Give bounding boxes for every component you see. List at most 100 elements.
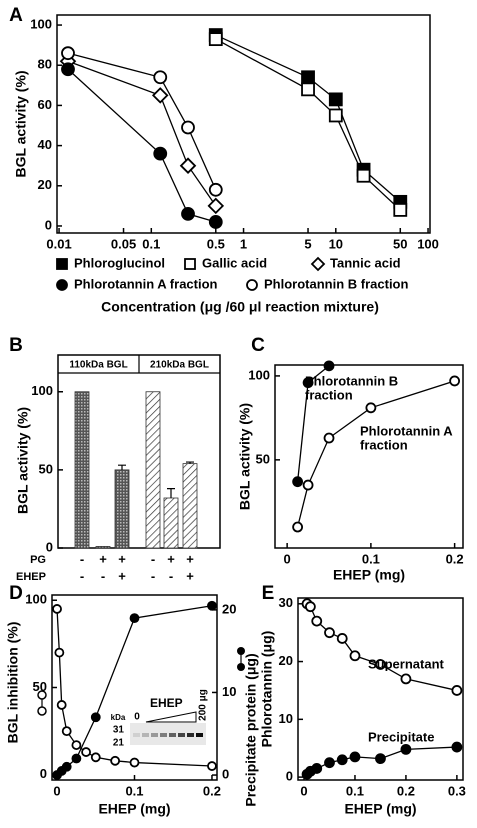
row-sign: - <box>151 568 155 583</box>
axis-label: BGL activity (%) <box>15 407 31 514</box>
data-point <box>153 146 168 161</box>
group-header: 110kDa BGL <box>69 360 127 371</box>
y-tick-label: 0 <box>286 769 293 784</box>
axis-label: Concentration (μg /60 μl reaction mixtur… <box>101 299 379 315</box>
data-point <box>328 108 343 123</box>
series-line <box>67 68 216 223</box>
row-sign: + <box>186 551 194 566</box>
axis-label: BGL activity (%) <box>237 403 253 510</box>
series-line <box>296 380 455 528</box>
data-point <box>349 751 361 763</box>
x-tick-label: 100 <box>417 236 439 251</box>
data-point <box>129 613 140 624</box>
y-tick-label: 50 <box>33 679 47 694</box>
data-point <box>61 46 75 61</box>
y-tick-label: 0 <box>45 217 52 232</box>
inset-band <box>196 733 203 737</box>
data-point <box>208 32 223 47</box>
y-tick-label: 100 <box>30 16 52 31</box>
legend-label: Tannic acid <box>330 255 401 270</box>
x-tick-label: 0.5 <box>207 236 225 251</box>
data-point <box>81 747 91 757</box>
row-sign: - <box>101 568 105 583</box>
data-point <box>324 757 335 769</box>
panel-letter: D <box>9 583 23 604</box>
panel-letter: E <box>262 583 275 604</box>
data-point <box>349 650 361 662</box>
inset-unit: kDa <box>111 713 126 722</box>
data-point <box>181 120 195 135</box>
legend-marker <box>246 279 258 291</box>
inset-gel <box>130 723 206 745</box>
data-point <box>302 479 314 491</box>
inset-wedge <box>145 711 197 723</box>
bar <box>163 497 179 549</box>
inset-title: EHEP <box>150 696 183 710</box>
x-tick-label: 0.2 <box>397 783 415 798</box>
inset-band <box>160 733 167 737</box>
y-tick-label: 100 <box>31 383 53 398</box>
x-tick-label: 0.2 <box>203 783 221 798</box>
data-point <box>311 615 323 627</box>
data-point <box>375 659 386 670</box>
x-tick-label: 0.1 <box>142 236 160 251</box>
panel-letter: B <box>9 335 23 356</box>
y-tick-label: 20 <box>279 653 293 668</box>
data-point <box>323 432 335 444</box>
error-bar <box>118 464 126 470</box>
row-sign: - <box>169 568 173 583</box>
data-point <box>393 202 408 217</box>
data-point <box>61 62 75 77</box>
data-point <box>207 600 217 611</box>
inset-band <box>151 733 158 737</box>
data-point <box>304 601 316 613</box>
axis-label: EHEP (mg) <box>344 801 416 817</box>
legend-label: Gallic acid <box>202 255 267 270</box>
x-tick-label: 0 <box>284 551 291 566</box>
data-point <box>207 197 225 215</box>
bar <box>182 463 198 549</box>
bar <box>95 546 111 549</box>
data-point <box>208 182 223 197</box>
data-point <box>181 207 195 221</box>
error-bar <box>186 461 194 464</box>
inset-zero: 0 <box>134 712 140 723</box>
legend-label: Phlorotannin B fraction <box>264 276 409 291</box>
data-point <box>451 741 463 753</box>
legend-marker <box>56 279 68 291</box>
row-sign: + <box>118 551 126 566</box>
y-tick-label: 80 <box>38 57 52 72</box>
data-point <box>153 70 168 85</box>
y-tick-label: 30 <box>279 595 293 610</box>
series-line <box>215 34 401 203</box>
data-point <box>90 712 101 723</box>
x-tick-label: 0.3 <box>448 783 466 798</box>
bar <box>114 469 130 549</box>
inset-band <box>178 733 185 737</box>
annotation: fraction <box>360 437 408 452</box>
y-tick-label: 20 <box>38 177 52 192</box>
data-point <box>71 740 82 750</box>
row-sign: + <box>99 551 107 566</box>
error-bar <box>167 488 175 498</box>
y-tick-label: 50 <box>39 461 53 476</box>
data-point <box>151 87 169 104</box>
legend-label: Phlorotannin A fraction <box>74 276 218 291</box>
x-tick-label: 0.2 <box>446 551 464 566</box>
plot-frame <box>274 364 464 549</box>
axis-label: EHEP (mg) <box>98 801 170 817</box>
data-point <box>56 700 67 710</box>
data-point <box>207 761 217 771</box>
y-tick-label: 40 <box>38 137 52 152</box>
data-point <box>356 168 371 183</box>
data-point <box>71 753 82 764</box>
data-point <box>129 757 140 768</box>
series-line <box>215 38 401 211</box>
data-point <box>179 157 197 174</box>
annotation: Supernatant <box>368 656 445 671</box>
x-tick-label: 50 <box>393 236 407 251</box>
row-sign: + <box>118 568 126 583</box>
data-point <box>301 82 315 97</box>
y-tick-label: 0 <box>46 539 53 554</box>
